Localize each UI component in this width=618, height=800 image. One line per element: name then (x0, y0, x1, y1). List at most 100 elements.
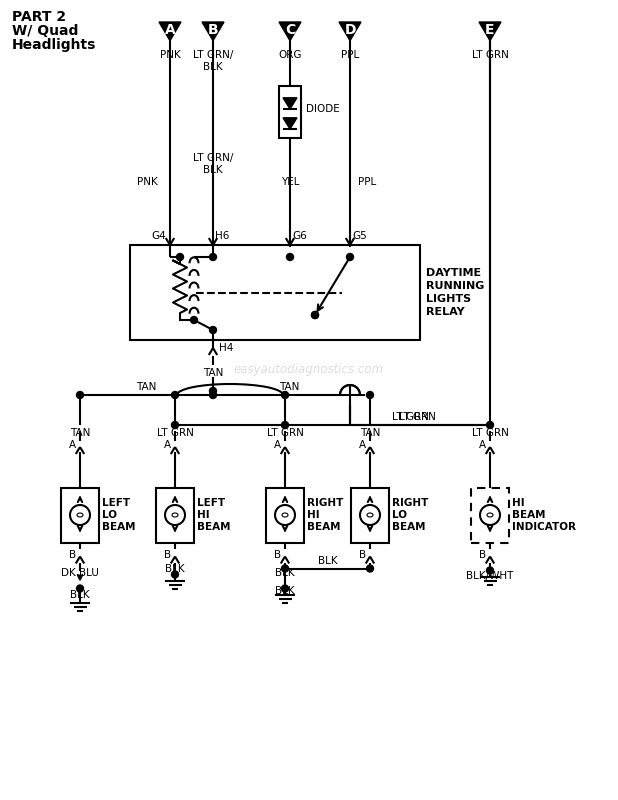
Circle shape (275, 505, 295, 525)
Circle shape (282, 565, 289, 572)
Text: B: B (359, 550, 366, 559)
Circle shape (282, 391, 289, 398)
Polygon shape (283, 118, 297, 129)
Text: B: B (208, 23, 218, 37)
Text: DIODE: DIODE (306, 104, 340, 114)
Text: H4: H4 (219, 343, 234, 353)
Polygon shape (159, 22, 181, 41)
Circle shape (347, 254, 353, 261)
Text: BLK/WHT: BLK/WHT (467, 570, 514, 581)
Polygon shape (202, 22, 224, 41)
Circle shape (177, 254, 184, 261)
Text: BLK: BLK (275, 586, 295, 597)
Ellipse shape (367, 513, 373, 517)
Circle shape (287, 254, 294, 261)
Text: LT GRN: LT GRN (392, 412, 428, 422)
Text: DAYTIME
RUNNING
LIGHTS
RELAY: DAYTIME RUNNING LIGHTS RELAY (426, 268, 485, 318)
Text: LT GRN: LT GRN (266, 428, 303, 438)
Text: A: A (479, 440, 486, 450)
Text: TAN: TAN (70, 428, 90, 438)
Text: A: A (274, 440, 281, 450)
Circle shape (210, 326, 216, 334)
Circle shape (486, 567, 494, 574)
Text: easyautodiagnostics.com: easyautodiagnostics.com (234, 363, 384, 377)
Circle shape (172, 422, 179, 429)
Text: Headlights: Headlights (12, 38, 96, 52)
Text: TAN: TAN (137, 382, 157, 392)
Text: LT GRN/
BLK: LT GRN/ BLK (193, 153, 233, 175)
Text: BLK: BLK (165, 565, 185, 574)
Circle shape (172, 391, 179, 398)
Bar (266, 487, 304, 542)
Circle shape (480, 505, 500, 525)
Circle shape (360, 505, 380, 525)
Text: D: D (344, 23, 356, 37)
Polygon shape (279, 22, 301, 41)
Circle shape (172, 571, 179, 578)
Text: G6: G6 (292, 231, 307, 241)
Text: G4: G4 (151, 231, 166, 241)
Text: A: A (359, 440, 366, 450)
Text: LT GRN: LT GRN (472, 50, 509, 60)
Text: C: C (285, 23, 295, 37)
Text: RIGHT
LO
BEAM: RIGHT LO BEAM (392, 498, 428, 533)
Text: PNK: PNK (159, 50, 180, 60)
Ellipse shape (487, 513, 493, 517)
Bar (156, 487, 194, 542)
Circle shape (77, 585, 83, 592)
Text: ORG: ORG (278, 50, 302, 60)
Circle shape (210, 254, 216, 261)
Bar (279, 86, 301, 138)
Bar (130, 245, 420, 340)
Text: LT GRN: LT GRN (472, 428, 509, 438)
Polygon shape (479, 22, 501, 41)
Circle shape (165, 505, 185, 525)
Text: TAN: TAN (360, 428, 380, 438)
Circle shape (282, 585, 289, 592)
Text: E: E (485, 23, 495, 37)
Text: PNK: PNK (137, 177, 158, 187)
Circle shape (486, 422, 494, 429)
Text: B: B (164, 550, 171, 559)
Text: H6: H6 (215, 231, 229, 241)
Text: A: A (164, 23, 176, 37)
Text: YEL: YEL (281, 177, 299, 187)
Ellipse shape (282, 513, 288, 517)
Text: LT GRN/
BLK: LT GRN/ BLK (193, 50, 233, 72)
Circle shape (282, 422, 289, 429)
Text: TAN: TAN (279, 382, 299, 392)
Text: PART 2: PART 2 (12, 10, 66, 24)
Text: LT GRN: LT GRN (156, 428, 193, 438)
Text: A: A (69, 440, 76, 450)
Text: RIGHT
HI
BEAM: RIGHT HI BEAM (307, 498, 344, 533)
Bar (61, 487, 99, 542)
Text: LT GRN: LT GRN (399, 412, 436, 422)
Text: DK BLU: DK BLU (61, 569, 99, 578)
Polygon shape (339, 22, 361, 41)
Text: G5: G5 (352, 231, 366, 241)
Circle shape (77, 391, 83, 398)
Text: TAN: TAN (203, 368, 223, 378)
Text: BLK: BLK (70, 590, 90, 601)
Text: HI
BEAM
INDICATOR: HI BEAM INDICATOR (512, 498, 576, 533)
Circle shape (366, 391, 373, 398)
Bar (351, 487, 389, 542)
Circle shape (210, 391, 216, 398)
Text: A: A (164, 440, 171, 450)
Circle shape (311, 311, 318, 318)
Text: LEFT
HI
BEAM: LEFT HI BEAM (197, 498, 231, 533)
Ellipse shape (172, 513, 178, 517)
Text: B: B (69, 550, 76, 559)
Text: PPL: PPL (358, 177, 376, 187)
Circle shape (190, 317, 198, 323)
Circle shape (366, 565, 373, 572)
Circle shape (210, 387, 216, 394)
Text: PPL: PPL (341, 50, 359, 60)
Text: LEFT
LO
BEAM: LEFT LO BEAM (102, 498, 135, 533)
Text: B: B (479, 550, 486, 559)
Text: BLK: BLK (318, 555, 337, 566)
Circle shape (311, 311, 318, 318)
Circle shape (70, 505, 90, 525)
Ellipse shape (77, 513, 83, 517)
Polygon shape (283, 98, 297, 109)
